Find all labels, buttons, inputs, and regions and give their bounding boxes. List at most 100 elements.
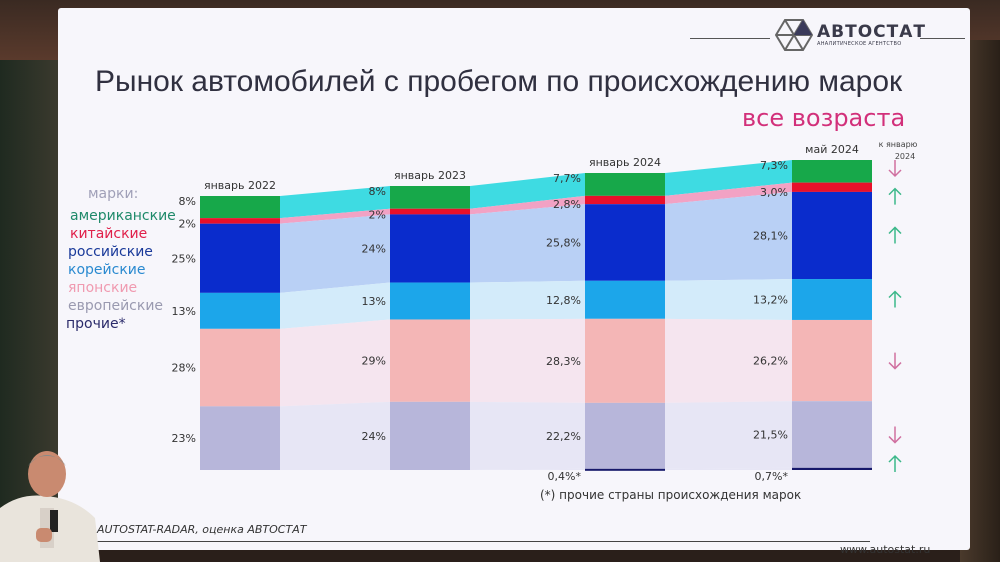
legend: марки: американские китайские российские ко… — [66, 185, 176, 333]
data-label: 21,5% — [753, 429, 788, 442]
bar-segment — [585, 468, 665, 471]
data-label: 13% — [362, 295, 386, 308]
bar-segment — [390, 214, 470, 283]
data-label: 23% — [172, 432, 196, 445]
arrow-up-icon — [888, 226, 902, 244]
data-label: 8% — [369, 185, 386, 198]
footer-divider — [90, 541, 870, 542]
autostat-logo: АВТОСТАТ АНАЛИТИЧЕСКОЕ АГЕНТСТВО — [775, 18, 926, 52]
data-label: 2% — [179, 218, 196, 231]
flow-band — [665, 467, 792, 470]
legend-item: корейские — [68, 262, 146, 278]
data-label: 7,3% — [760, 159, 788, 172]
flow-band — [665, 318, 792, 403]
flow-band — [470, 195, 585, 215]
flow-band — [470, 280, 585, 320]
bar-segment — [585, 280, 665, 319]
data-label: 13,2% — [753, 294, 788, 307]
bar-segment — [390, 319, 470, 402]
bar-segment — [200, 196, 280, 219]
data-label: 25,8% — [546, 236, 581, 249]
data-label: 25% — [172, 252, 196, 265]
legend-item: российские — [68, 244, 153, 260]
category-label: январь 2022 — [204, 179, 276, 192]
bar-segment — [792, 182, 872, 192]
data-label: 13% — [172, 305, 196, 318]
slide-title: Рынок автомобилей с пробегом по происхож… — [95, 65, 903, 98]
footnote: (*) прочие страны происхождения марок — [540, 488, 802, 502]
flow-band — [665, 182, 792, 205]
legend-item: прочие* — [66, 316, 126, 332]
flow-band — [470, 318, 585, 403]
bar-segment — [792, 401, 872, 468]
bar-segment — [585, 402, 665, 469]
legend-item: европейские — [68, 298, 164, 314]
flow-band — [665, 160, 792, 196]
bar-segment — [585, 195, 665, 205]
flow-band — [665, 191, 792, 281]
data-label: 0,4%* — [548, 470, 582, 483]
bar-segment — [390, 186, 470, 209]
flow-band — [280, 214, 390, 293]
website-url: www.autostat.ru — [840, 543, 931, 556]
data-label: 7,7% — [553, 172, 581, 185]
flow-band — [470, 468, 585, 470]
data-label: 8% — [179, 195, 196, 208]
arrow-down-icon — [888, 426, 902, 444]
bar-segment — [792, 467, 872, 470]
data-label: 28,3% — [546, 355, 581, 368]
bar-segment — [792, 279, 872, 320]
legend-item: китайские — [70, 226, 148, 242]
flow-band — [280, 401, 390, 470]
data-label: 26,2% — [753, 355, 788, 368]
bar-segment — [390, 208, 470, 215]
change-header: 2024 — [895, 152, 915, 161]
legend-item: американские — [70, 208, 176, 224]
data-label: 0,7%* — [755, 470, 789, 483]
bar-segment — [200, 218, 280, 224]
data-label: 29% — [362, 355, 386, 368]
logo-name: АВТОСТАТ — [817, 21, 926, 42]
arrow-down-icon — [888, 352, 902, 370]
bar-segment — [390, 282, 470, 320]
data-label: 22,2% — [546, 430, 581, 443]
data-label: 12,8% — [546, 294, 581, 307]
bar-segment — [792, 160, 872, 183]
data-label: 28,1% — [753, 229, 788, 242]
bar-segment — [792, 191, 872, 280]
flow-band — [280, 186, 390, 219]
legend-items: американские китайские российские корейские… — [66, 207, 176, 333]
legend-heading: марки: — [88, 186, 139, 202]
flow-band — [280, 282, 390, 329]
bar-segment — [792, 319, 872, 402]
arrow-up-icon — [888, 187, 902, 205]
presenter-photo — [0, 451, 100, 562]
data-label: 2% — [369, 208, 386, 221]
legend-item: японские — [68, 280, 138, 296]
slide-subtitle: все возраста — [742, 104, 906, 132]
data-label: 24% — [362, 242, 386, 255]
bar-segment — [200, 292, 280, 329]
data-label: 2,8% — [553, 198, 581, 211]
category-label: январь 2024 — [589, 156, 661, 169]
arrow-up-icon — [888, 290, 902, 308]
flow-band — [470, 204, 585, 283]
data-label: 28% — [172, 362, 196, 375]
data-label: 24% — [362, 430, 386, 443]
arrow-down-icon — [888, 160, 902, 178]
source-note: AUTOSTAT-RADAR, оценка АВТОСТАТ — [97, 523, 307, 536]
data-label: 3,0% — [760, 186, 788, 199]
flow-band — [665, 279, 792, 320]
category-label: январь 2023 — [394, 169, 466, 182]
bar-segment — [200, 406, 280, 470]
change-header: к январю — [879, 140, 918, 149]
bar-segment — [200, 223, 280, 293]
bar-segment — [200, 328, 280, 407]
logo-divider — [920, 38, 965, 39]
bar-segment — [585, 204, 665, 281]
category-label: май 2024 — [805, 143, 859, 156]
bar-segment — [390, 401, 470, 470]
flow-band — [280, 319, 390, 407]
bar-segment — [585, 318, 665, 403]
